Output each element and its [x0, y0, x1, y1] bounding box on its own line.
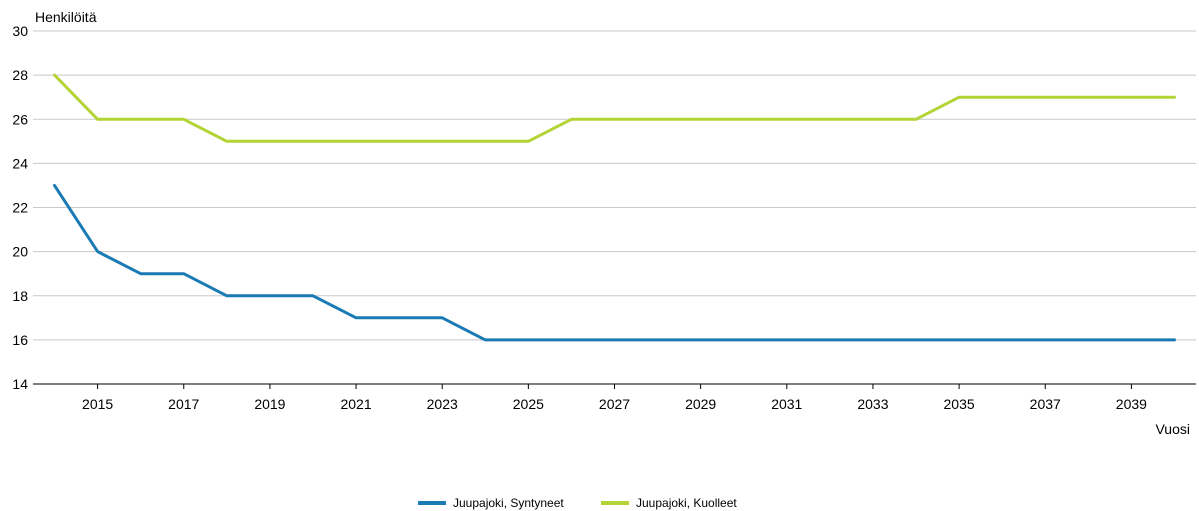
y-tick-label: 16 [12, 332, 28, 348]
x-tick-label: 2029 [685, 396, 716, 412]
gridlines [33, 31, 1196, 340]
y-axis-title: Henkilöitä [35, 9, 97, 25]
y-tick-label: 20 [12, 244, 28, 260]
y-tick-label: 18 [12, 288, 28, 304]
legend-label: Juupajoki, Syntyneet [453, 496, 564, 510]
legend[interactable]: Juupajoki, Syntyneet Juupajoki, Kuolleet [418, 496, 737, 510]
x-tick-label: 2037 [1030, 396, 1061, 412]
legend-item-1[interactable]: Juupajoki, Kuolleet [601, 496, 737, 510]
legend-item-0[interactable]: Juupajoki, Syntyneet [418, 496, 564, 510]
x-tick-label: 2015 [82, 396, 113, 412]
x-tick-label: 2031 [771, 396, 802, 412]
y-tick-label: 28 [12, 67, 28, 83]
y-tick-label: 14 [12, 376, 28, 392]
y-tick-label: 30 [12, 23, 28, 39]
x-tick-label: 2033 [857, 396, 888, 412]
x-tick-label: 2021 [340, 396, 371, 412]
x-tick-label: 2023 [427, 396, 458, 412]
x-tick-label: 2019 [254, 396, 285, 412]
x-tick-label: 2025 [513, 396, 544, 412]
x-tick-label: 2017 [168, 396, 199, 412]
x-tick-label: 2035 [944, 396, 975, 412]
x-tick-label: 2039 [1116, 396, 1147, 412]
legend-label: Juupajoki, Kuolleet [636, 496, 737, 510]
x-axis-title: Vuosi [1155, 421, 1190, 437]
series-line-0 [55, 185, 1175, 340]
x-axis-ticks: 2015 2017 2019 2021 2023 2025 2027 2029 2031 2033… [82, 384, 1147, 412]
y-tick-label: 24 [12, 155, 28, 171]
y-tick-label: 22 [12, 200, 28, 216]
series-line-1 [55, 75, 1175, 141]
y-axis-ticks: 30 28 26 24 22 20 18 16 14 [12, 23, 28, 392]
y-tick-label: 26 [12, 111, 28, 127]
x-tick-label: 2027 [599, 396, 630, 412]
